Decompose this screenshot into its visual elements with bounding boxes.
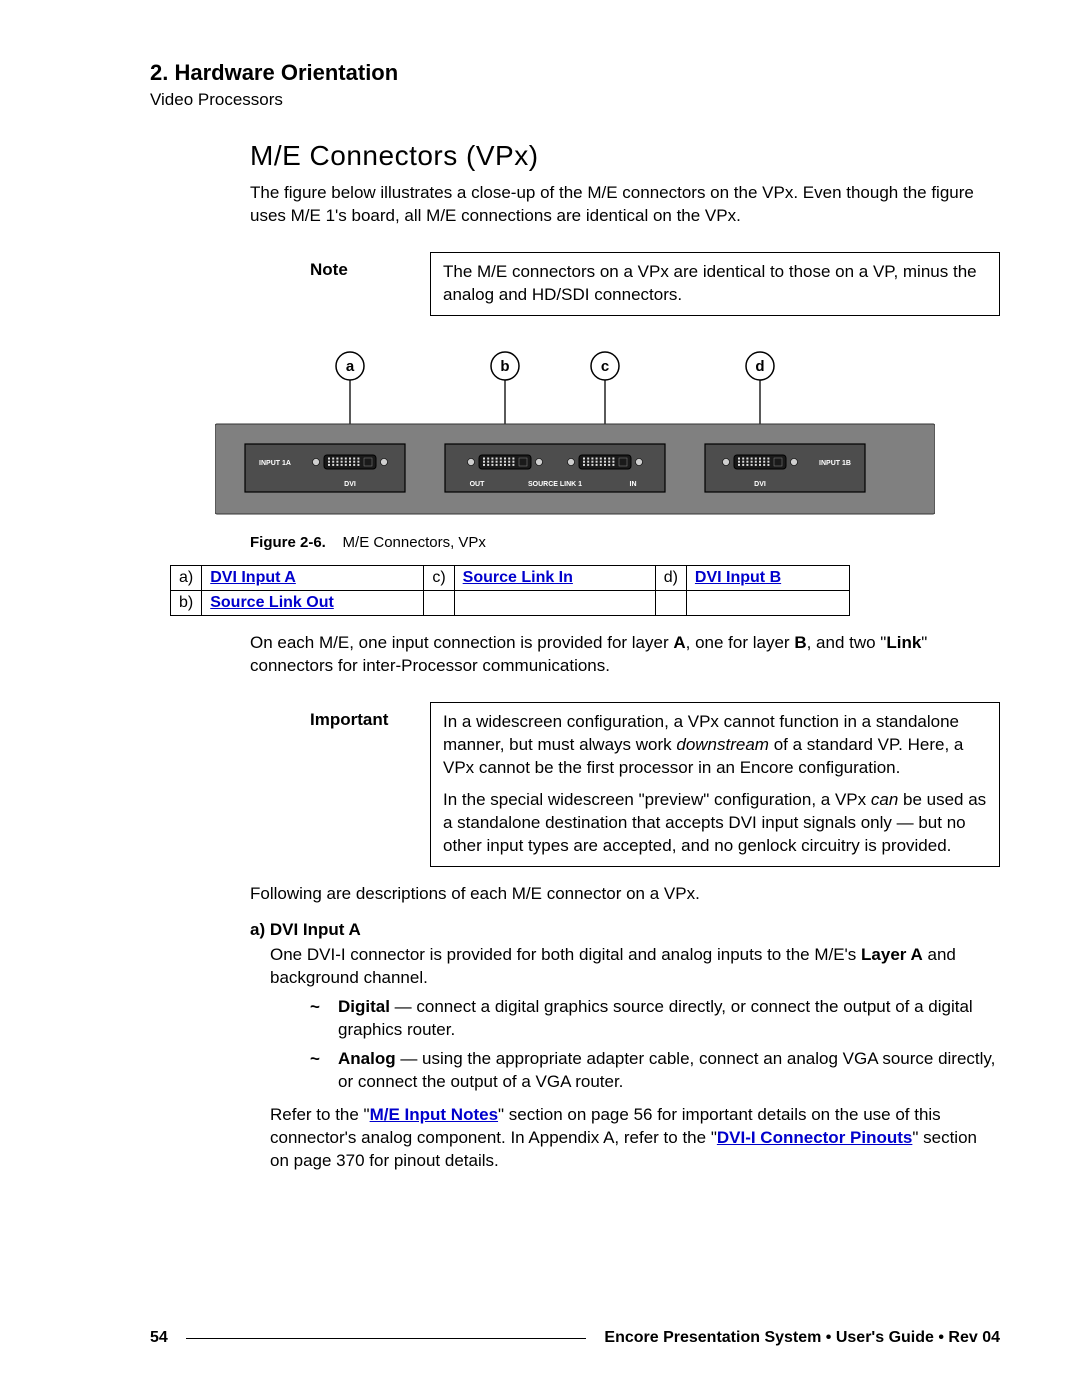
cell-val [686,590,849,615]
run-italic: can [871,790,898,809]
list-item: ~ Analog — using the appropriate adapter… [310,1048,1000,1094]
breadcrumb: Video Processors [150,90,1000,110]
run-bold: Link [886,633,921,652]
table-row: b) Source Link Out [171,590,850,615]
run: , and two " [807,633,887,652]
important-label: Important [310,702,430,868]
tilde-bullet: ~ [310,1048,338,1094]
svg-text:IN: IN [630,481,637,488]
footer-text: Encore Presentation System • User's Guid… [604,1329,1000,1347]
link-source-link-in[interactable]: Source Link In [463,569,573,586]
table-row: a) DVI Input A c) Source Link In d) DVI … [171,565,850,590]
important-p1: In a widescreen configuration, a VPx can… [443,711,987,780]
svg-text:b: b [500,358,509,375]
figure-svg: a b c d INPUT 1A DVI OUT SOURCE LINK 1 IN INPU… [215,344,935,524]
item-a-refer: Refer to the "M/E Input Notes" section o… [270,1104,1000,1173]
run: On each M/E, one input connection is pro… [250,633,673,652]
reference-table: a) DVI Input A c) Source Link In d) DVI … [170,565,850,616]
page-number: 54 [150,1329,168,1347]
run: — using the appropriate adapter cable, c… [338,1049,995,1091]
cell-key: a) [171,565,202,590]
run: Refer to the " [270,1105,370,1124]
cell-key [655,590,686,615]
cell-val [454,590,655,615]
note-label: Note [310,252,430,316]
important-p2: In the special widescreen "preview" conf… [443,789,987,858]
item-a-body: One DVI-I connector is provided for both… [270,944,1000,990]
svg-text:DVI: DVI [344,481,356,488]
run: — connect a digital graphics source dire… [338,997,973,1039]
note-text: The M/E connectors on a VPx are identica… [443,262,977,304]
cell-val: DVI Input A [202,565,424,590]
run: One DVI-I connector is provided for both… [270,945,861,964]
run-bold: A [673,633,685,652]
svg-text:DVI: DVI [754,481,766,488]
tilde-bullet: ~ [310,996,338,1042]
svg-text:INPUT 1A: INPUT 1A [259,460,291,467]
link-dvi-i-pinouts[interactable]: DVI-I Connector Pinouts [717,1128,913,1147]
svg-text:d: d [755,358,764,375]
link-dvi-input-a[interactable]: DVI Input A [210,569,296,586]
item-a-header: a) DVI Input A [250,920,1000,940]
run-bold: B [794,633,806,652]
figure-wrap: a b c d INPUT 1A DVI OUT SOURCE LINK 1 IN INPU… [150,344,1000,524]
svg-text:INPUT 1B: INPUT 1B [819,460,851,467]
intro-paragraph: The figure below illustrates a close-up … [250,182,1000,228]
list-text: Digital — connect a digital graphics sou… [338,996,1000,1042]
figure-caption-text: M/E Connectors, VPx [343,534,486,551]
cell-key: b) [171,590,202,615]
svg-text:c: c [601,358,609,375]
cell-val: Source Link In [454,565,655,590]
run: , one for layer [686,633,795,652]
svg-text:OUT: OUT [470,481,486,488]
list-item: ~ Digital — connect a digital graphics s… [310,996,1000,1042]
tilde-list: ~ Digital — connect a digital graphics s… [310,996,1000,1094]
link-dvi-input-b[interactable]: DVI Input B [695,569,781,586]
cell-key: d) [655,565,686,590]
run: In the special widescreen "preview" conf… [443,790,871,809]
important-box: In a widescreen configuration, a VPx can… [430,702,1000,868]
body-paragraph: On each M/E, one input connection is pro… [250,632,1000,678]
chapter-title: 2. Hardware Orientation [150,60,1000,86]
list-text: Analog — using the appropriate adapter c… [338,1048,1000,1094]
important-callout: Important In a widescreen configuration,… [310,702,1000,868]
cell-key [424,590,454,615]
footer: 54 Encore Presentation System • User's G… [150,1329,1000,1347]
link-me-input-notes[interactable]: M/E Input Notes [370,1105,498,1124]
note-box: The M/E connectors on a VPx are identica… [430,252,1000,316]
page: 2. Hardware Orientation Video Processors… [0,0,1080,1397]
svg-text:SOURCE LINK 1: SOURCE LINK 1 [528,481,582,488]
run-bold: Analog [338,1049,396,1068]
run-italic: downstream [676,735,769,754]
footer-rule [186,1338,587,1339]
run-bold: Layer A [861,945,923,964]
link-source-link-out[interactable]: Source Link Out [210,594,334,611]
cell-key: c) [424,565,454,590]
note-callout: Note The M/E connectors on a VPx are ide… [310,252,1000,316]
svg-text:a: a [346,358,355,375]
body-paragraph: Following are descriptions of each M/E c… [250,883,1000,906]
cell-val: Source Link Out [202,590,424,615]
cell-val: DVI Input B [686,565,849,590]
run-bold: Digital [338,997,390,1016]
figure-caption: Figure 2-6. M/E Connectors, VPx [250,534,1000,551]
section-title: M/E Connectors (VPx) [250,140,1000,172]
figure-caption-label: Figure 2-6. [250,534,326,551]
